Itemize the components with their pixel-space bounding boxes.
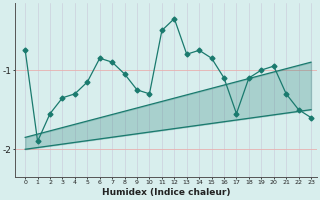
X-axis label: Humidex (Indice chaleur): Humidex (Indice chaleur) bbox=[102, 188, 230, 197]
